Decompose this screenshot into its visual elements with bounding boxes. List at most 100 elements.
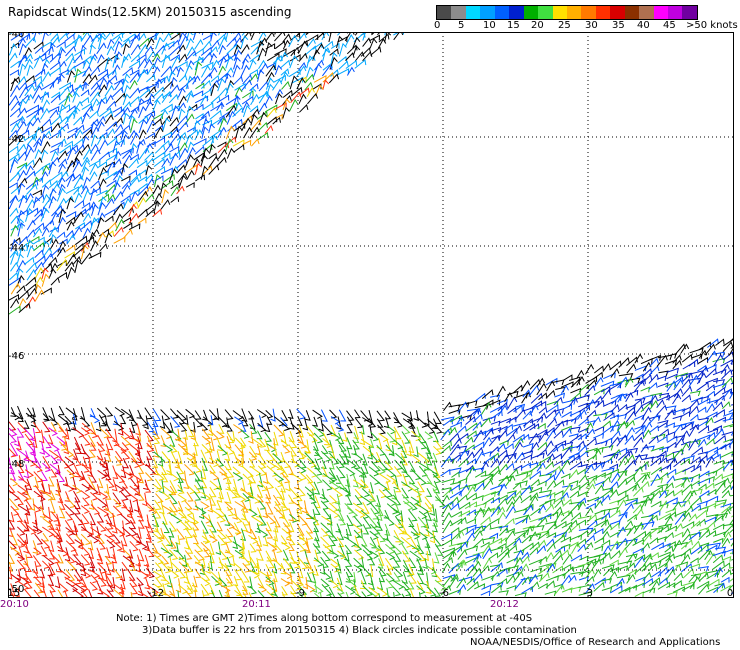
wind-barb [106,589,115,598]
wind-barb [320,450,332,462]
wind-barb [136,457,145,467]
wind-barb [89,98,100,112]
wind-barb [106,161,116,174]
wind-barb [370,591,379,598]
wind-barb [10,407,17,417]
wind-barb [98,196,107,210]
wind-barb [98,414,107,427]
wind-barb [18,290,30,300]
wind-barb [190,421,196,433]
wind-barb [530,567,543,574]
wind-barb [9,463,16,475]
wind-barb [723,523,734,529]
wind-barb [369,556,376,566]
wind-barb [584,384,596,396]
wind-barb [114,123,124,133]
wind-barb [89,187,101,196]
wind-barb [579,555,589,562]
wind-barb [89,171,98,181]
wind-barb [609,419,621,433]
wind-barb [98,491,109,500]
wind-barb [42,81,54,90]
wind-barb [238,457,244,468]
wind-barb [632,538,645,546]
wind-barb [225,549,235,559]
wind-barb [88,251,102,259]
wind-barb [378,472,392,484]
wind-barb [705,552,717,565]
wind-barb [617,450,631,461]
wind-barb [571,542,581,555]
wind-barb [458,401,470,408]
wind-barb [226,556,232,568]
wind-barb [168,84,180,97]
wind-barb [107,193,116,203]
wind-barb [168,70,176,83]
wind-barb [99,170,109,176]
wind-barb [113,150,122,161]
wind-barb [51,532,63,544]
wind-barb [546,380,556,392]
wind-barb [58,103,67,118]
wind-barb [223,417,230,429]
wind-barb [309,488,315,501]
wind-barb [89,84,102,97]
wind-barb [30,414,37,428]
wind-barb [16,552,26,562]
wind-barb [225,571,234,584]
wind-barb [17,221,26,237]
wind-barb [728,583,734,590]
wind-barb [33,525,43,535]
wind-barb [282,514,291,527]
wind-barb [226,431,235,444]
wind-barb [121,55,129,68]
wind-barb [578,591,593,597]
wind-barb [16,526,26,536]
wind-barb [690,413,699,422]
wind-barb [34,249,44,258]
wind-barb [667,591,678,597]
wind-barb [34,46,44,54]
wind-barb [632,503,643,514]
wind-barb [344,32,355,42]
wind-barb [570,484,581,491]
wind-barb [145,157,155,167]
wind-barb [145,526,152,540]
wind-barb [81,135,90,147]
wind-barb [312,502,321,516]
wind-barb [706,431,716,440]
wind-barb [513,422,527,428]
wind-barb [217,53,230,64]
wind-barb [200,79,212,89]
wind-barb [250,113,258,126]
wind-barb [144,58,153,69]
wind-barb [8,519,16,530]
wind-barb [152,184,161,195]
wind-barb [96,189,108,197]
wind-barb [393,592,395,598]
wind-barb [226,528,234,538]
wind-barb [409,587,415,598]
wind-barb [497,577,508,587]
wind-barb [344,487,352,497]
wind-barb [553,429,564,439]
wind-barb [618,511,628,518]
wind-barb [313,565,319,576]
wind-barb [152,506,162,519]
wind-barb [232,107,244,118]
wind-barb [312,416,319,427]
wind-barb [328,545,335,555]
wind-barb [23,554,29,567]
wind-barb [178,53,188,63]
wind-barb [408,419,416,429]
wind-barb [586,409,597,419]
wind-barb [625,553,638,559]
wind-barb [41,32,49,43]
wind-barb [569,391,582,402]
wind-barb [192,158,201,169]
wind-barb [74,192,83,203]
wind-barb [569,445,581,451]
wind-barb [473,508,485,515]
wind-barb [128,176,140,188]
wind-barb [610,472,621,484]
